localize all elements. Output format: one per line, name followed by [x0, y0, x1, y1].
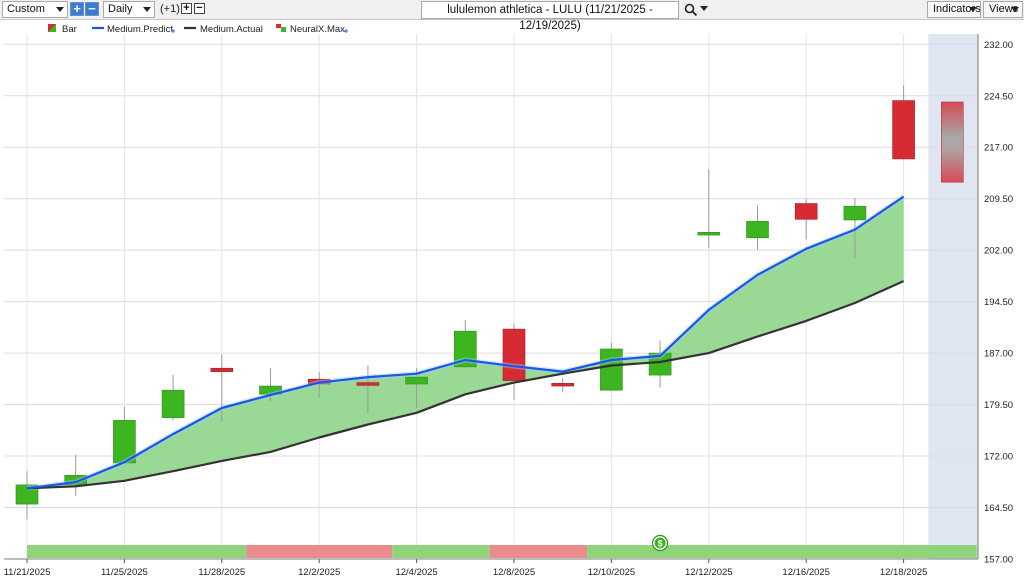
y-tick-label: 202.00	[984, 246, 1013, 257]
plus-icon: +	[183, 2, 190, 14]
candle-body[interactable]	[648, 352, 672, 376]
legend-label-medium-predict: Medium.Predict	[107, 24, 173, 35]
bar-color-icon	[48, 24, 56, 32]
neuralx-forecast-bar[interactable]	[940, 101, 964, 183]
candle-body[interactable]	[161, 389, 185, 418]
y-tick-label: 217.00	[984, 143, 1013, 154]
indicators-label: Indicators	[933, 3, 981, 15]
signal-strip-segment	[392, 545, 490, 558]
y-tick-label: 172.00	[984, 452, 1013, 463]
symbol-title-field[interactable]: lululemon athletica - LULU (11/21/2025 -…	[421, 1, 679, 32]
settings-dot-icon[interactable]	[344, 29, 348, 33]
candle-body[interactable]	[892, 100, 915, 160]
offset-increase-button[interactable]: +	[181, 3, 192, 14]
price-chart[interactable]: $ 232.00 224.50 217.00 209.50 202.00 194.50 18…	[0, 20, 1024, 580]
views-button[interactable]: Views	[983, 1, 1023, 18]
candle-body[interactable]	[15, 484, 39, 505]
neuralx-icon	[276, 24, 286, 32]
y-tick-label: 157.00	[984, 555, 1013, 566]
candle-body[interactable]	[551, 383, 575, 387]
zoom-out-button[interactable]: −	[85, 2, 99, 16]
chart-toolbar: Custom + − Daily (+1) + − lululemon athl…	[0, 0, 1024, 32]
x-tick-label: 12/2/2025	[298, 567, 340, 578]
legend-label-bar: Bar	[62, 24, 77, 35]
zoom-in-button[interactable]: +	[70, 2, 84, 16]
medium-actual-line	[26, 280, 905, 490]
signal-strip-segment	[246, 545, 393, 558]
candle-body[interactable]	[210, 367, 234, 372]
search-icon[interactable]	[684, 3, 698, 17]
offset-label: (+1)	[160, 3, 180, 15]
y-tick-label: 224.50	[984, 91, 1013, 102]
y-tick-label: 194.50	[984, 297, 1013, 308]
views-label: Views	[989, 3, 1019, 15]
range-select[interactable]: Custom	[2, 1, 68, 18]
x-tick-label: 12/16/2025	[782, 567, 830, 578]
minus-icon: −	[88, 1, 96, 16]
candle-body[interactable]	[794, 203, 818, 220]
legend-item-medium-actual[interactable]: Medium.Actual	[184, 24, 263, 35]
x-tick-label: 12/12/2025	[685, 567, 733, 578]
legend-label-medium-actual: Medium.Actual	[200, 24, 263, 35]
signal-strip-segment	[27, 545, 247, 558]
candle-body[interactable]	[453, 330, 477, 368]
indicators-button[interactable]: Indicators	[927, 1, 981, 18]
signal-strip-segment	[587, 545, 977, 558]
y-tick-label: 164.50	[984, 503, 1013, 514]
predict-actual-band	[27, 196, 904, 489]
y-tick-label: 187.00	[984, 349, 1013, 360]
y-tick-label: 179.50	[984, 400, 1013, 411]
candle-body[interactable]	[746, 221, 769, 239]
candle-body[interactable]	[356, 382, 380, 386]
x-tick-label: 11/28/2025	[198, 567, 245, 578]
x-tick-label: 12/10/2025	[588, 567, 636, 578]
offset-decrease-button[interactable]: −	[194, 3, 205, 14]
x-tick-label: 12/8/2025	[493, 567, 535, 578]
signal-strip-segment	[489, 545, 588, 558]
x-tick-label: 12/4/2025	[395, 567, 437, 578]
x-tick-label: 11/21/2025	[4, 567, 51, 578]
legend-item-medium-predict[interactable]: Medium.Predict	[92, 24, 175, 35]
candle-body[interactable]	[64, 474, 87, 486]
legend-item-neuralx-max[interactable]: NeuralX.Max	[276, 24, 348, 35]
minus-icon: −	[196, 2, 203, 14]
x-tick-label: 11/25/2025	[101, 567, 148, 578]
medium-predict-line	[26, 195, 905, 490]
chevron-down-icon	[143, 7, 151, 12]
legend-label-neuralx-max: NeuralX.Max	[290, 24, 345, 35]
dollar-signal-icon[interactable]: $	[651, 534, 669, 552]
symbol-title: lululemon athletica - LULU (11/21/2025 -…	[447, 4, 653, 32]
settings-dot-icon[interactable]	[171, 29, 175, 33]
period-select-value: Daily	[108, 3, 133, 15]
chevron-down-icon[interactable]	[700, 6, 709, 13]
legend-item-bar[interactable]: Bar	[48, 24, 77, 35]
chevron-down-icon	[969, 7, 977, 12]
candle-body[interactable]	[405, 376, 428, 385]
x-tick-label: 12/18/2025	[880, 567, 928, 578]
candle-body[interactable]	[600, 348, 623, 391]
period-select[interactable]: Daily	[103, 1, 155, 18]
y-tick-label: 209.50	[984, 194, 1013, 205]
candle-body[interactable]	[843, 205, 867, 221]
signal-marker-symbol: $	[658, 539, 663, 549]
plus-icon: +	[73, 1, 81, 16]
candle-body[interactable]	[697, 232, 721, 236]
y-tick-label: 232.00	[984, 40, 1013, 51]
candle-body[interactable]	[502, 328, 526, 381]
chevron-down-icon	[56, 7, 64, 12]
chevron-down-icon	[1011, 7, 1019, 12]
range-select-value: Custom	[7, 3, 45, 15]
